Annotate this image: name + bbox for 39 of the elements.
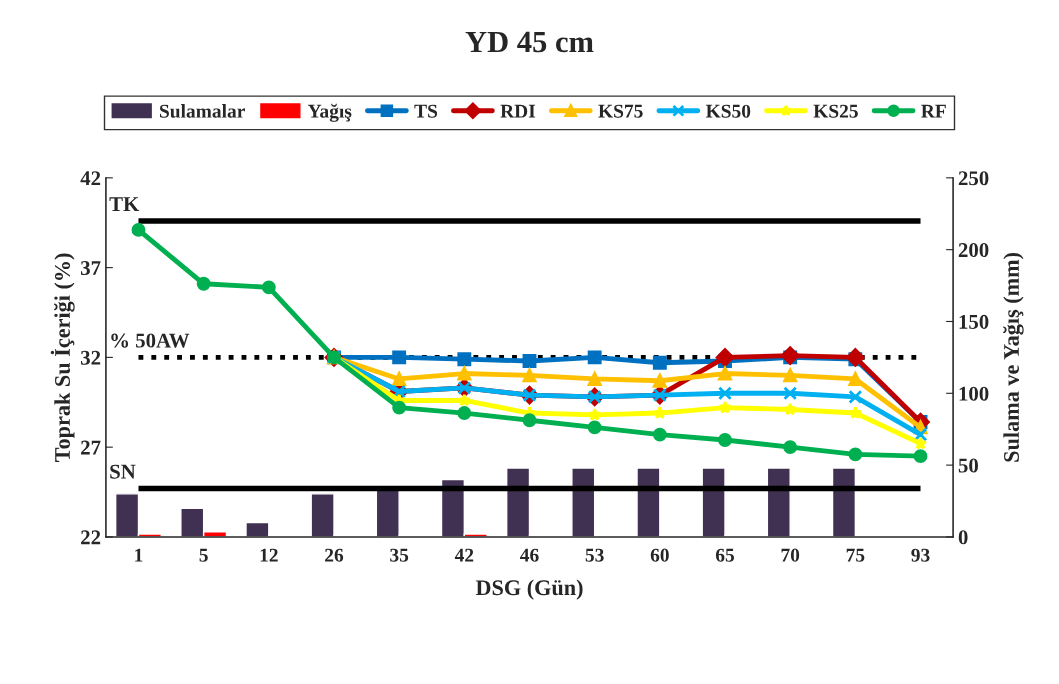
x-tick-label: 5 xyxy=(199,548,208,562)
y2-tick-label: 250 xyxy=(958,171,989,186)
legend-label: RDI xyxy=(500,104,536,118)
x-tick-label: 70 xyxy=(781,548,800,562)
x-axis-title: DSG (Gün) xyxy=(475,579,583,600)
x-tick-label: 26 xyxy=(325,548,344,562)
chart-title: YD 45 cm xyxy=(465,31,594,53)
x-tick-label: 60 xyxy=(650,548,669,562)
y2-axis-title: Sulama ve Yağış (mm) xyxy=(1003,252,1024,462)
y-tick-label: 27 xyxy=(81,440,101,455)
ref-line-label: % 50AW xyxy=(111,333,190,348)
y-tick-label: 32 xyxy=(80,350,101,365)
legend-label: KS75 xyxy=(598,104,643,118)
legend-label: Sulamalar xyxy=(159,104,245,118)
x-tick-label: 65 xyxy=(715,548,735,562)
y2-tick-label: 200 xyxy=(958,243,989,258)
x-tick-label: 12 xyxy=(260,548,278,562)
ref-line-label: SN xyxy=(110,464,136,479)
legend-label: Yağış xyxy=(307,103,352,122)
legend-label: KS50 xyxy=(705,104,751,118)
y-tick-label: 37 xyxy=(80,261,101,276)
y2-tick-label: 150 xyxy=(959,314,989,329)
y2-tick-label: 100 xyxy=(959,386,989,401)
y2-tick-label: 50 xyxy=(958,458,978,473)
x-tick-label: 53 xyxy=(585,548,604,562)
x-tick-label: 46 xyxy=(520,548,539,562)
x-tick-label: 93 xyxy=(911,548,930,562)
x-tick-label: 75 xyxy=(846,548,865,562)
x-tick-label: 35 xyxy=(390,548,409,562)
x-tick-label: 42 xyxy=(454,548,474,562)
x-tick-label: 1 xyxy=(135,548,143,562)
legend-label: TS xyxy=(414,104,438,118)
y-axis-title: Toprak Su İçeriği (%) xyxy=(50,253,75,462)
y-tick-label: 22 xyxy=(81,530,101,545)
legend-label: RF xyxy=(921,104,946,118)
y2-tick-label: 0 xyxy=(958,530,968,545)
y-tick-label: 42 xyxy=(80,171,101,186)
legend-label: KS25 xyxy=(813,104,858,118)
ref-line-label: TK xyxy=(109,197,140,211)
